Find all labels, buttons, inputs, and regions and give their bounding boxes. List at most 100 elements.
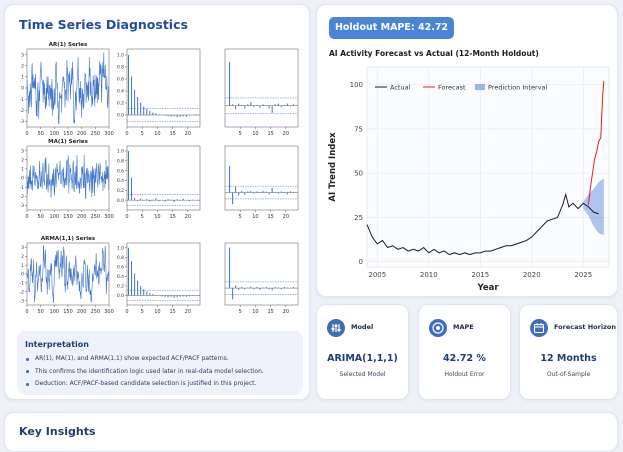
x-tick-label: 100 (50, 214, 60, 220)
legend-label-actual: Actual (390, 84, 411, 92)
series-line (26, 154, 110, 199)
y-tick-label: -3 (20, 203, 25, 209)
x-tick-label: 20 (185, 214, 191, 220)
legend: Actual Forecast Prediction Interval (375, 84, 547, 92)
y-tick-label: 1 (21, 167, 24, 173)
acf-plot: 0 5 10 15 20 0.0 0.2 0.4 0.6 0.8 1.0 (117, 145, 201, 220)
series-line-actual (366, 192, 599, 256)
x-tick-label: 2015 (471, 271, 489, 279)
y-tick-label: -3 (20, 119, 25, 125)
x-tick-label: 200 (77, 309, 87, 315)
series-line (26, 52, 110, 124)
series-plot: ARMA(1,1) Series 0 50 100 150 200 250 300 -3 -2 -1… (20, 236, 114, 315)
y-tick-label: 25 (354, 214, 363, 222)
metric-subtitle: Selected Model (339, 371, 386, 378)
y-tick-label: 1.0 (117, 245, 124, 251)
x-tick-label: 5 (239, 214, 242, 220)
series-title: MA(1) Series (48, 139, 89, 145)
y-tick-label: 0.2 (117, 101, 124, 107)
pacf-plot: 5 10 15 20 (224, 48, 299, 137)
x-tick-label: 15 (169, 131, 175, 137)
x-tick-label: 50 (37, 214, 43, 220)
x-tick-label: 15 (169, 214, 175, 220)
x-tick-label: 10 (252, 309, 258, 315)
y-tick-label: 0.8 (117, 255, 124, 261)
metric-subtitle: Holdout Error (444, 371, 485, 378)
x-tick-label: 50 (37, 309, 43, 315)
x-tick-label: 10 (154, 131, 160, 137)
metric-value: ARIMA(1,1,1) (327, 353, 398, 364)
y-tick-label: 0.4 (117, 178, 124, 184)
x-tick-label: 250 (91, 214, 101, 220)
x-tick-label: 20 (185, 131, 191, 137)
y-tick-label: 1.0 (117, 53, 124, 59)
x-tick-label: 2025 (574, 271, 592, 279)
y-tick-label: 0.6 (117, 265, 124, 271)
y-tick-label: 0.0 (117, 198, 124, 204)
x-tick-label: 150 (63, 214, 73, 220)
x-axis-label: Year (476, 283, 499, 293)
x-tick-label: 300 (104, 309, 114, 315)
y-tick-label: 0.2 (117, 188, 124, 194)
pacf-plot: 5 10 15 20 (224, 242, 299, 315)
y-tick-label: 3 (21, 52, 24, 58)
metric-label: Model (351, 323, 374, 331)
x-tick-label: 150 (63, 309, 73, 315)
x-tick-label: 20 (283, 309, 289, 315)
x-tick-label: 2010 (420, 271, 438, 279)
forecast-panel: Holdout MAPE: 42.72 % AI Activity Foreca… (316, 4, 618, 297)
y-axis-label: AI Trend Index (328, 132, 338, 202)
interpretation-title: Interpretation (25, 340, 89, 349)
x-tick-label: 150 (63, 131, 73, 137)
mape-badge: Holdout MAPE: 42.72 % (329, 17, 454, 55)
x-tick-label: 200 (77, 214, 87, 220)
y-tick-label: 0.8 (117, 65, 124, 71)
y-tick-label: 3 (21, 148, 24, 154)
y-tick-label: 0.0 (117, 113, 124, 119)
y-tick-label: -1 (20, 97, 25, 103)
prediction-interval (583, 178, 604, 236)
acf-plot: 0 5 10 15 20 0.0 0.2 0.4 0.6 0.8 1.0 (117, 242, 201, 315)
y-tick-label: 100 (350, 81, 363, 89)
legend-swatch-interval (475, 84, 485, 90)
metric-value: 12 Months (540, 353, 597, 364)
x-tick-label: 0 (25, 131, 28, 137)
sliders-icon (327, 319, 345, 337)
y-tick-label: -2 (20, 194, 25, 200)
series-plot: AR(1) Series 0 50 100 150 200 250 300 -3 -2 -1 0 1 2 3 (20, 42, 114, 137)
plot-frame (126, 48, 201, 128)
forecast-plot: 0 25 50 75 100 2005 2010 2015 2020 2025 Year AI Tre… (328, 66, 610, 293)
y-tick-label: -3 (20, 298, 25, 304)
acf-plot: 0 5 10 15 20 0.0 0.2 0.4 0.6 0.8 1.0 (117, 48, 201, 137)
y-tick-label: 0 (359, 258, 363, 266)
interpretation-list: AR(1), MA(1), and ARMA(1,1) show expecte… (25, 353, 264, 391)
x-tick-label: 10 (154, 309, 160, 315)
y-tick-label: 75 (354, 125, 363, 133)
plot-frame (224, 242, 299, 306)
interpretation-bullet: Deduction: ACF/PACF-based candidate sele… (25, 378, 264, 391)
x-tick-label: 300 (104, 214, 114, 220)
y-tick-label: -2 (20, 289, 25, 295)
x-tick-label: 5 (239, 309, 242, 315)
x-tick-label: 0 (25, 214, 28, 220)
y-tick-label: 0.2 (117, 284, 124, 290)
plot-frame (224, 48, 299, 128)
x-tick-label: 15 (169, 309, 175, 315)
y-tick-label: 0.6 (117, 168, 124, 174)
pacf-plot: 5 10 15 20 (224, 145, 299, 220)
y-tick-label: 0.4 (117, 89, 124, 95)
x-tick-label: 0 (25, 309, 28, 315)
plot-frame (224, 145, 299, 211)
metric-card-horizon: Forecast Horizon 12 Months Out-of-Sample (519, 304, 618, 400)
x-tick-label: 5 (141, 309, 144, 315)
plot-area (366, 66, 610, 268)
forecast-chart: 0 25 50 75 100 2005 2010 2015 2020 2025 Year AI Tre… (328, 66, 610, 293)
key-insights-panel: Key Insights (4, 412, 618, 452)
x-tick-label: 5 (239, 131, 242, 137)
x-tick-label: 5 (141, 214, 144, 220)
metric-value: 42.72 % (443, 353, 486, 364)
metric-card-mape: MAPE 42.72 % Holdout Error (418, 304, 511, 400)
interpretation-bullet: This confirms the identification logic u… (25, 366, 264, 379)
diagnostics-panel: Time Series Diagnostics AR(1) Series 0 50 1… (4, 4, 310, 400)
